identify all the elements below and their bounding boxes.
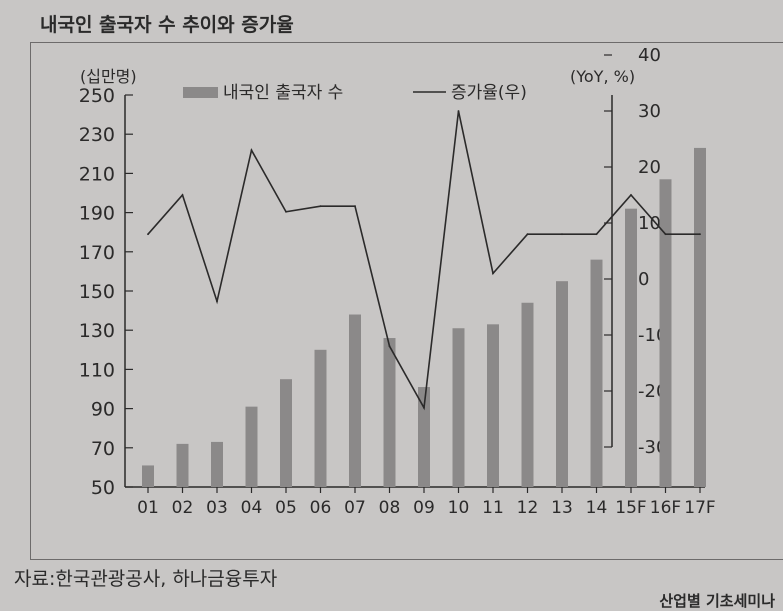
x-axis-tick-label: 04 <box>241 498 263 518</box>
x-axis-tick-label: 15F <box>615 498 646 518</box>
yoy-growth-point <box>354 205 356 208</box>
left-axis-tick-label: 190 <box>79 203 115 225</box>
bar-mark <box>625 208 637 487</box>
x-axis-tick-label: 16F <box>650 498 681 518</box>
bar-mark <box>452 328 465 487</box>
left-axis-unit-label: (십만명) <box>80 67 137 86</box>
x-axis-tick-label: 03 <box>206 498 228 518</box>
x-axis-tick-label: 08 <box>379 498 401 518</box>
yoy-growth-point <box>699 233 701 236</box>
x-axis-tick-label: 14 <box>586 498 608 518</box>
x-axis-tick-label: 12 <box>517 498 539 518</box>
bar-mark <box>245 406 258 487</box>
right-axis-tick-label: 10 <box>638 213 661 234</box>
x-axis-tick-label: 09 <box>413 498 435 518</box>
yoy-growth-point <box>561 233 563 236</box>
page-corner-text: 산업별 기초세미나 <box>659 592 775 610</box>
yoy-growth-point <box>147 233 149 236</box>
left-axis-tick-label: 90 <box>91 399 115 421</box>
bar-mark <box>418 387 430 487</box>
left-axis-tick-label: 250 <box>79 85 115 107</box>
x-axis-tick-label: 10 <box>448 498 470 518</box>
x-axis-tick-label: 11 <box>482 498 504 518</box>
bar-mark <box>556 281 568 487</box>
left-axis-tick-label: 70 <box>91 438 115 460</box>
x-axis-tick-label: 05 <box>275 498 297 518</box>
bar-mark <box>280 379 292 487</box>
bar-mark <box>383 338 396 487</box>
bar-mark <box>349 314 361 487</box>
legend-bar-swatch <box>183 87 218 98</box>
yoy-growth-point <box>492 272 494 275</box>
yoy-growth-point <box>526 233 529 236</box>
yoy-growth-point <box>388 345 391 348</box>
left-axis-tick-label: 50 <box>91 477 115 499</box>
bar-mark <box>142 465 154 487</box>
bar-mark <box>521 302 534 487</box>
source-note: 자료:한국관광공사, 하나금융투자 <box>14 568 278 590</box>
x-axis-tick-label: 06 <box>310 498 332 518</box>
left-axis-tick-label: 110 <box>79 359 115 381</box>
x-axis-tick-label: 07 <box>344 498 366 518</box>
yoy-growth-point <box>285 210 287 213</box>
yoy-growth-point <box>457 110 460 112</box>
left-axis-tick-label: 210 <box>79 163 115 185</box>
bar-mark <box>211 441 223 487</box>
right-axis-tick-label: 40 <box>638 45 661 66</box>
left-axis-tick-label: 230 <box>79 124 115 146</box>
yoy-growth-line <box>147 110 700 411</box>
x-axis-tick-label: 13 <box>551 498 573 518</box>
left-axis-tick-label: 130 <box>79 320 115 342</box>
yoy-growth-point <box>319 205 322 208</box>
bar-mark <box>314 349 327 487</box>
chart-frame <box>30 42 783 560</box>
yoy-growth-point <box>216 300 218 303</box>
yoy-growth-point <box>423 406 425 409</box>
bar-mark <box>590 259 603 487</box>
right-axis-tick-label: 0 <box>638 269 649 290</box>
bar-mark <box>659 179 672 487</box>
legend-line-label: 증가율(우) <box>451 83 527 103</box>
right-axis-tick-label: 20 <box>638 157 661 178</box>
bar-mark <box>487 324 499 487</box>
right-axis-tick-label: 30 <box>638 101 661 122</box>
x-axis-tick-label: 17F <box>684 498 715 518</box>
right-axis-unit-label: (YoY, %) <box>570 67 635 86</box>
yoy-growth-point <box>595 233 598 236</box>
legend-bar-label: 내국인 출국자 수 <box>223 83 343 103</box>
left-axis-tick-label: 170 <box>79 242 115 264</box>
yoy-growth-point <box>630 194 632 196</box>
bar-mark <box>176 443 189 487</box>
yoy-growth-point <box>250 149 253 152</box>
chart-title: 내국인 출국자 수 추이와 증가율 <box>40 14 294 36</box>
left-axis-tick-label: 150 <box>79 281 115 303</box>
yoy-growth-point <box>664 233 667 236</box>
x-axis-tick-label: 01 <box>137 498 159 518</box>
bar-mark <box>694 147 706 488</box>
x-axis-tick-label: 02 <box>172 498 194 518</box>
yoy-growth-point <box>181 194 184 196</box>
